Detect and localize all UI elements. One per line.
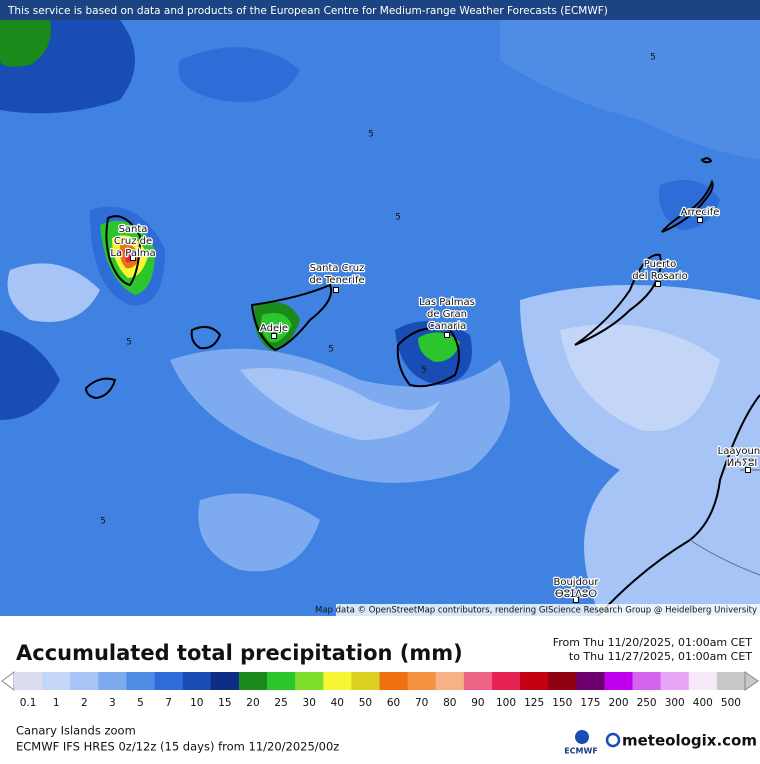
- legend-label: 7: [165, 697, 172, 709]
- region-name: Canary Islands zoom: [16, 724, 136, 738]
- legend-swatch: [154, 672, 184, 690]
- legend-swatch: [576, 672, 605, 690]
- contour-label: 5: [650, 53, 656, 63]
- legend-swatch: [323, 672, 352, 690]
- legend-swatch: [238, 672, 268, 690]
- legend-swatch: [435, 672, 465, 690]
- legend-swatch: [491, 672, 521, 690]
- legend-swatch: [604, 672, 634, 690]
- legend-label: 500: [721, 697, 741, 709]
- city-label: Santa Cruz: [310, 263, 365, 274]
- legend-label: 250: [637, 697, 657, 709]
- time-from: From Thu 11/20/2025, 01:00am CET: [553, 636, 753, 649]
- legend-swatch: [463, 672, 493, 690]
- legend-swatch: [520, 672, 549, 690]
- legend-swatch: [210, 672, 240, 690]
- legend-label: 25: [274, 697, 287, 709]
- legend-label: 15: [218, 697, 231, 709]
- precipitation-map: This service is based on data and produc…: [0, 0, 760, 616]
- legend-swatch: [14, 672, 43, 690]
- city-label: Canaria: [428, 321, 467, 332]
- city-marker: [130, 255, 136, 261]
- legend-label: 2: [81, 697, 88, 709]
- city-label: Laayoune: [718, 446, 760, 457]
- legend-swatch: [295, 672, 324, 690]
- city-label: del Rosario: [632, 271, 687, 282]
- city-marker: [745, 467, 751, 473]
- legend-swatch: [379, 672, 409, 690]
- ecmwf-icon: [575, 730, 589, 744]
- color-legend: 0.1 1 2 3 5 7 10 15 20 25 30 40 50 60 70 80 90 100 125 150 1…: [1, 671, 759, 709]
- legend-arrow-high: [744, 671, 759, 691]
- city-marker: [444, 332, 450, 338]
- legend-label: 10: [190, 697, 203, 709]
- ecmwf-logo: ECMWF: [564, 747, 598, 756]
- city-label: ⴱⵓⵊⴷⵓⵔ: [555, 589, 597, 600]
- city-marker: [333, 287, 339, 293]
- legend-swatch: [407, 672, 437, 690]
- city-marker: [271, 333, 277, 339]
- city-label: ⵍⵄⵢⵓⵏ: [727, 458, 758, 469]
- legend-label: 200: [608, 697, 628, 709]
- legend-label: 20: [246, 697, 259, 709]
- city-label: Santa: [119, 224, 148, 235]
- legend-label: 400: [693, 697, 713, 709]
- legend-label: 150: [552, 697, 572, 709]
- city-marker: [655, 281, 661, 287]
- legend-label: 50: [359, 697, 372, 709]
- contour-label: 5: [328, 345, 334, 355]
- service-notice: This service is based on data and produc…: [7, 5, 608, 17]
- legend-label: 40: [331, 697, 344, 709]
- legend-label: 30: [303, 697, 316, 709]
- legend-label: 60: [387, 697, 400, 709]
- city-marker: [697, 217, 703, 223]
- legend-swatch: [660, 672, 690, 690]
- city-label: Arrecife: [681, 207, 720, 218]
- legend-swatch: [351, 672, 380, 690]
- legend-swatch: [716, 672, 746, 690]
- legend-label: 5: [137, 697, 144, 709]
- legend-label: 90: [471, 697, 484, 709]
- legend-swatch: [182, 672, 212, 690]
- brand-icon: [605, 732, 621, 748]
- city-label: La Palma: [110, 248, 155, 259]
- time-to: to Thu 11/27/2025, 01:00am CET: [569, 650, 752, 663]
- city-label: de Gran: [427, 309, 467, 320]
- legend-label: 125: [524, 697, 544, 709]
- contour-label: 5: [100, 517, 106, 527]
- legend-label: 100: [496, 697, 516, 709]
- city-label: Las Palmas: [419, 297, 475, 308]
- legend-swatch: [126, 672, 156, 690]
- city-label: Cruz de: [114, 236, 152, 247]
- contour-label: 5: [421, 366, 427, 376]
- legend-label: 80: [443, 697, 456, 709]
- brand-logo[interactable]: meteologix.com: [622, 732, 757, 750]
- legend-label: 3: [109, 697, 116, 709]
- city-marker: [573, 597, 579, 603]
- legend-label: 0.1: [20, 697, 37, 709]
- model-info: ECMWF IFS HRES 0z/12z (15 days) from 11/…: [16, 740, 339, 754]
- legend-swatch: [548, 672, 577, 690]
- legend-swatch: [267, 672, 296, 690]
- legend-label: 175: [580, 697, 600, 709]
- city-label: Puerto: [644, 259, 677, 270]
- legend-label: 1: [53, 697, 60, 709]
- legend-label: 300: [665, 697, 685, 709]
- legend-swatch: [688, 672, 718, 690]
- contour-label: 5: [126, 338, 132, 348]
- legend-label: 70: [415, 697, 428, 709]
- legend-title: Accumulated total precipitation (mm): [16, 641, 463, 665]
- legend-swatch: [42, 672, 71, 690]
- legend-swatch: [70, 672, 99, 690]
- map-attribution: Map data © OpenStreetMap contributors, r…: [315, 606, 757, 616]
- legend-swatch: [98, 672, 127, 690]
- city-label: Adeje: [260, 323, 288, 334]
- city-label: Boujdour: [553, 577, 599, 588]
- legend-arrow-low: [1, 671, 15, 691]
- contour-label: 5: [395, 213, 401, 223]
- contour-label: 5: [368, 130, 374, 140]
- city-label: de Tenerife: [309, 275, 364, 286]
- legend-swatch: [632, 672, 662, 690]
